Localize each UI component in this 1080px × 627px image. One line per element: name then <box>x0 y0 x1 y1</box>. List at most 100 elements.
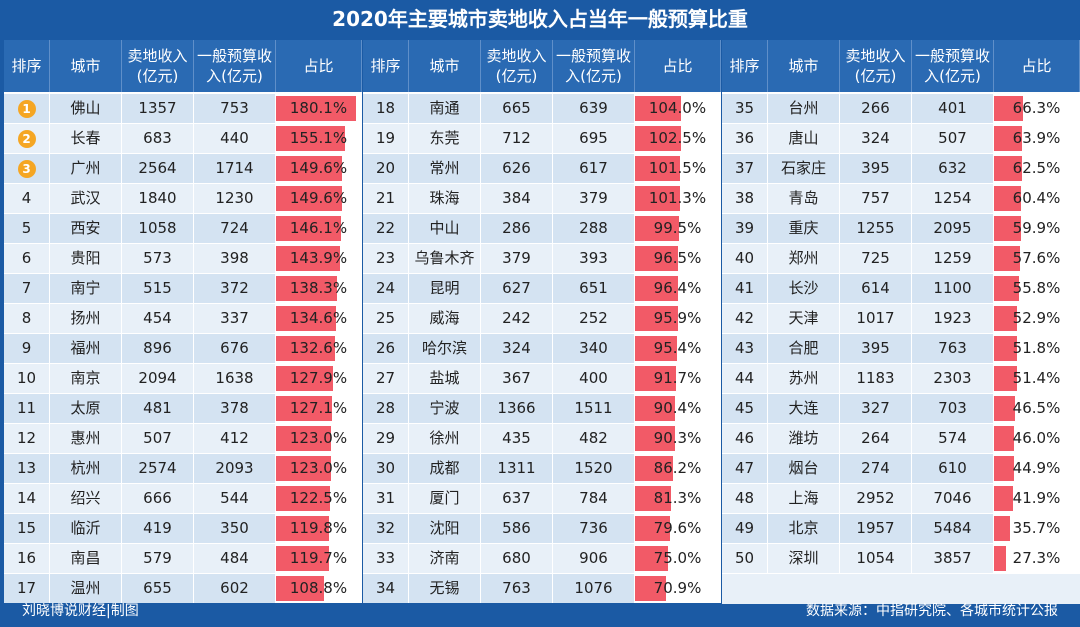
ratio-label: 134.6% <box>289 309 348 327</box>
rank-cell: 10 <box>4 364 50 393</box>
ratio-cell: 90.3% <box>635 424 721 453</box>
ratio-cell: 127.9% <box>276 364 362 393</box>
ratio-bar <box>994 366 1017 391</box>
ratio-bar <box>994 186 1021 211</box>
city-cell: 大连 <box>768 394 840 423</box>
ratio-bar <box>635 186 680 211</box>
table-row: 17 温州 655 602 108.8% <box>4 574 362 603</box>
table-row: 37 石家庄 395 632 62.5% <box>722 154 1080 183</box>
city-cell: 常州 <box>409 154 481 183</box>
ratio-cell: 146.1% <box>276 214 362 243</box>
land-income-cell: 515 <box>122 274 194 303</box>
budget-cell: 544 <box>194 484 276 513</box>
ratio-cell: 41.9% <box>994 484 1080 513</box>
ratio-label: 99.5% <box>653 219 702 237</box>
city-cell: 厦门 <box>409 484 481 513</box>
rank-cell: 1 <box>4 94 50 123</box>
table-row: 2 长春 683 440 155.1% <box>4 124 362 153</box>
land-income-cell: 1357 <box>122 94 194 123</box>
rank-medal-icon: 1 <box>17 99 36 118</box>
city-cell: 福州 <box>50 334 122 363</box>
table-row: 48 上海 2952 7046 41.9% <box>722 484 1080 513</box>
rank-cell: 47 <box>722 454 768 483</box>
ratio-label: 91.7% <box>653 369 702 387</box>
land-income-cell: 481 <box>122 394 194 423</box>
table-row: 19 东莞 712 695 102.5% <box>363 124 721 153</box>
rank-cell: 48 <box>722 484 768 513</box>
rank-cell: 19 <box>363 124 409 153</box>
budget-cell: 379 <box>553 184 635 213</box>
table-row: 32 沈阳 586 736 79.6% <box>363 514 721 543</box>
table-row: 29 徐州 435 482 90.3% <box>363 424 721 453</box>
rank-cell: 40 <box>722 244 768 273</box>
city-cell: 南宁 <box>50 274 122 303</box>
rank-cell: 26 <box>363 334 409 363</box>
city-cell: 盐城 <box>409 364 481 393</box>
rank-cell: 15 <box>4 514 50 543</box>
ratio-cell: 75.0% <box>635 544 721 573</box>
ratio-cell: 143.9% <box>276 244 362 273</box>
header-ratio: 占比 <box>276 40 362 92</box>
city-cell: 北京 <box>768 514 840 543</box>
land-income-cell: 1017 <box>840 304 912 333</box>
table-row: 27 盐城 367 400 91.7% <box>363 364 721 393</box>
rank-cell: 6 <box>4 244 50 273</box>
city-cell: 成都 <box>409 454 481 483</box>
table-row: 26 哈尔滨 324 340 95.4% <box>363 334 721 363</box>
budget-cell: 1100 <box>912 274 994 303</box>
ratio-cell: 95.4% <box>635 334 721 363</box>
ratio-bar <box>994 246 1020 271</box>
header-city: 城市 <box>409 40 481 92</box>
table-row: 35 台州 266 401 66.3% <box>722 94 1080 123</box>
budget-cell: 401 <box>912 94 994 123</box>
budget-cell: 1520 <box>553 454 635 483</box>
ratio-bar <box>635 336 677 361</box>
ratio-cell: 99.5% <box>635 214 721 243</box>
land-income-cell: 286 <box>481 214 553 243</box>
table-row: 43 合肥 395 763 51.8% <box>722 334 1080 363</box>
table-row: 21 珠海 384 379 101.3% <box>363 184 721 213</box>
budget-cell: 1230 <box>194 184 276 213</box>
rank-cell: 39 <box>722 214 768 243</box>
rank-cell: 11 <box>4 394 50 423</box>
table-row: 18 南通 665 639 104.0% <box>363 94 721 123</box>
land-income-cell: 896 <box>122 334 194 363</box>
budget-cell: 574 <box>912 424 994 453</box>
budget-cell: 610 <box>912 454 994 483</box>
ratio-cell: 108.8% <box>276 574 362 603</box>
ratio-cell: 90.4% <box>635 394 721 423</box>
budget-cell: 252 <box>553 304 635 333</box>
ratio-label: 62.5% <box>1012 159 1061 177</box>
rank-cell: 33 <box>363 544 409 573</box>
rank-cell: 16 <box>4 544 50 573</box>
ratio-cell: 149.6% <box>276 184 362 213</box>
ratio-cell: 63.9% <box>994 124 1080 153</box>
ratio-bar <box>994 126 1022 151</box>
ratio-bar <box>635 516 670 541</box>
rank-cell: 18 <box>363 94 409 123</box>
city-cell: 沈阳 <box>409 514 481 543</box>
table-row: 44 苏州 1183 2303 51.4% <box>722 364 1080 393</box>
land-income-cell: 637 <box>481 484 553 513</box>
ratio-bar <box>276 486 330 511</box>
land-income-cell: 242 <box>481 304 553 333</box>
table-row: 3 广州 2564 1714 149.6% <box>4 154 362 183</box>
ratio-bar <box>276 546 329 571</box>
rank-cell: 46 <box>722 424 768 453</box>
ratio-label: 44.9% <box>1012 459 1061 477</box>
table-row: 41 长沙 614 1100 55.8% <box>722 274 1080 303</box>
land-income-cell: 763 <box>481 574 553 603</box>
rank-cell: 9 <box>4 334 50 363</box>
ratio-cell: 51.8% <box>994 334 1080 363</box>
table-row: 30 成都 1311 1520 86.2% <box>363 454 721 483</box>
ratio-cell: 122.5% <box>276 484 362 513</box>
ratio-cell: 44.9% <box>994 454 1080 483</box>
table-row: 12 惠州 507 412 123.0% <box>4 424 362 453</box>
ratio-label: 149.6% <box>289 159 348 177</box>
ratio-cell: 102.5% <box>635 124 721 153</box>
land-income-cell: 2952 <box>840 484 912 513</box>
ratio-cell: 60.4% <box>994 184 1080 213</box>
ratio-bar <box>276 516 329 541</box>
rank-cell: 21 <box>363 184 409 213</box>
ratio-bar <box>276 276 337 301</box>
